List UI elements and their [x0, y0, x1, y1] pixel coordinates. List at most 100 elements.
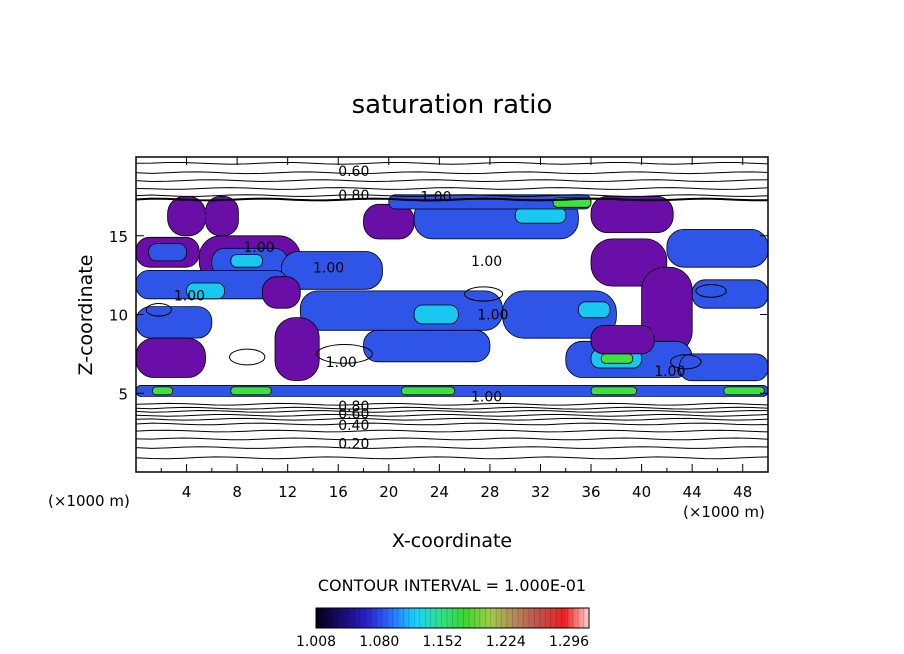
colorbar-bands	[321, 608, 584, 628]
moist-region	[691, 279, 768, 309]
contour-label: 1.00	[471, 254, 502, 270]
x-tick-label: 4	[182, 483, 192, 501]
contour-line	[136, 414, 768, 417]
small-contour	[695, 284, 727, 298]
contour-line	[136, 417, 768, 421]
contour-label: 1.00	[243, 240, 274, 256]
moist-region	[363, 203, 415, 240]
y-tick-label: 10	[109, 307, 128, 325]
x-axis-label: X-coordinate	[392, 530, 512, 552]
contour-label: 1.00	[654, 364, 685, 380]
contour-line	[136, 194, 768, 197]
moist-region	[230, 386, 272, 396]
moist-regions	[136, 194, 768, 397]
colorbar-tick-label: 1.296	[549, 634, 589, 650]
moist-region	[186, 282, 225, 300]
x-axis-ticks: 4 8 12 16 20 24 28 32 36 40 44 48	[160, 157, 752, 501]
moist-region	[400, 386, 455, 396]
x-tick-label: 44	[683, 483, 702, 501]
x-tick-label: 40	[632, 483, 651, 501]
contour-line	[136, 446, 768, 449]
colorbar: 1.008 1.080 1.152 1.224 1.296	[296, 607, 590, 650]
colorbar-gradient	[315, 607, 590, 629]
contour-line	[136, 406, 768, 410]
x-unit-label: (×1000 m)	[683, 503, 765, 521]
colorbar-tick-labels: 1.008 1.080 1.152 1.224 1.296	[296, 634, 589, 650]
contour-line	[136, 171, 768, 175]
x-tick-label: 16	[329, 483, 348, 501]
contour-label: 1.00	[313, 260, 344, 276]
moist-region	[230, 254, 263, 268]
z-unit-label: (×1000 m)	[48, 492, 130, 510]
moist-region	[280, 251, 383, 290]
x-tick-label: 48	[733, 483, 752, 501]
x-tick-label: 8	[232, 483, 242, 501]
contour-line	[136, 422, 768, 426]
y-axis-ticks: 5 10 15	[109, 228, 768, 403]
moist-region	[723, 386, 765, 396]
contour-line	[136, 409, 768, 413]
contour-label: 1.00	[477, 308, 508, 324]
moist-region	[299, 290, 503, 331]
moist-region	[151, 386, 173, 396]
colorbar-tick-label: 1.080	[359, 634, 399, 650]
moist-region	[148, 243, 187, 262]
moist-region	[261, 276, 301, 309]
contour-label: 0.80	[338, 188, 369, 204]
y-tick-label: 5	[118, 385, 128, 403]
contour-label: 0.60	[338, 407, 369, 423]
x-tick-label: 20	[379, 483, 398, 501]
moist-region	[136, 337, 206, 378]
x-tick-label: 24	[430, 483, 449, 501]
moist-region	[600, 353, 634, 364]
contour-interval-text: CONTOUR INTERVAL = 1.000E-01	[318, 576, 586, 595]
contour-label: 0.40	[338, 418, 369, 434]
contour-line	[136, 179, 768, 183]
moist-region	[514, 206, 567, 224]
contour-line	[136, 456, 768, 460]
contour-line	[136, 429, 768, 433]
moist-region	[413, 304, 459, 325]
moist-region	[590, 325, 655, 355]
moist-region	[167, 195, 206, 237]
moist-region	[578, 301, 611, 319]
contour-label: 1.00	[174, 289, 205, 305]
contour-label: 1.00	[326, 355, 357, 371]
moist-region	[205, 195, 239, 237]
small-contour	[670, 354, 702, 370]
contour-line	[136, 162, 768, 165]
contour-label: 1.00	[420, 189, 451, 205]
contour-line	[136, 402, 768, 406]
x-tick-label: 32	[531, 483, 550, 501]
contour-labels: 0.60 0.80 1.00 1.00 1.00 1.00 1.00 1.00 1.00 1.00…	[174, 164, 685, 452]
contour-line	[136, 187, 768, 190]
small-contour	[316, 344, 373, 364]
small-contour	[464, 286, 504, 302]
moist-region	[666, 229, 768, 268]
x-tick-label: 12	[278, 483, 297, 501]
small-contours	[145, 284, 727, 370]
y-axis-label: Z-coordinate	[75, 255, 97, 376]
y-tick-label: 15	[109, 228, 128, 246]
moist-region	[363, 329, 491, 363]
colorbar-tick-label: 1.152	[422, 634, 462, 650]
contour-line	[136, 197, 768, 202]
moist-region	[590, 386, 637, 396]
small-contour	[145, 303, 172, 317]
moist-region	[679, 353, 768, 382]
moist-region	[590, 195, 674, 233]
contour-label: 0.20	[338, 437, 369, 453]
moist-region	[136, 306, 213, 339]
x-tick-label: 36	[581, 483, 600, 501]
small-contour	[229, 348, 266, 366]
colorbar-tick-label: 1.224	[486, 634, 526, 650]
contour-label: 1.00	[471, 389, 502, 405]
colorbar-tick-label: 1.008	[296, 634, 336, 650]
contour-line	[136, 437, 768, 441]
moist-region	[274, 317, 320, 382]
x-tick-label: 28	[480, 483, 499, 501]
chart-title: saturation ratio	[352, 90, 553, 120]
contour-label: 0.60	[338, 164, 369, 180]
contour-lines	[136, 162, 768, 460]
